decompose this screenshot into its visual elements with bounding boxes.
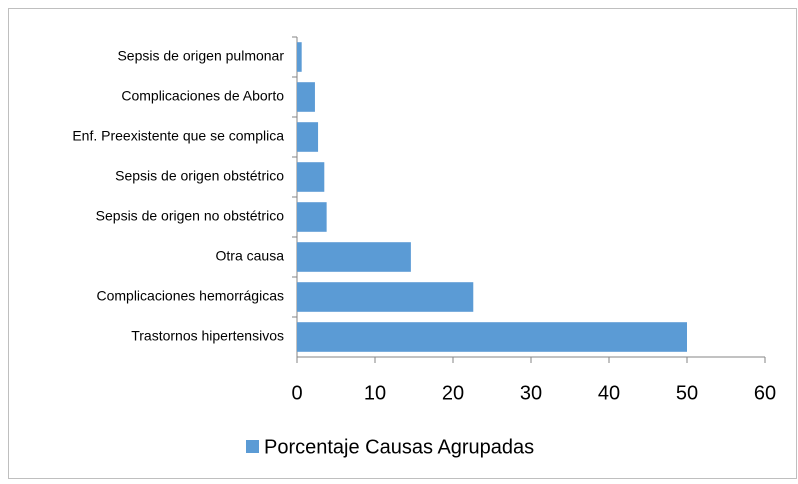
y-tick-label: Sepsis de origen pulmonar [117,48,284,64]
bar [297,42,302,72]
x-tick-label: 20 [442,382,464,404]
x-tick-label: 60 [754,382,776,404]
bar [297,82,315,112]
bar [297,122,319,152]
y-tick-label: Complicaciones hemorrágicas [96,288,284,304]
bar [297,282,474,312]
legend-swatch [246,440,259,453]
y-tick-label: Sepsis de origen obstétrico [115,168,284,184]
bar [297,162,325,192]
y-tick-label: Otra causa [216,248,285,264]
x-tick-label: 0 [291,382,302,404]
legend-label: Porcentaje Causas Agrupadas [264,436,534,458]
x-tick-label: 50 [676,382,698,404]
bar [297,202,327,232]
bar [297,322,687,352]
x-tick-label: 40 [598,382,620,404]
bar [297,242,411,272]
y-tick-label: Complicaciones de Aborto [121,88,284,104]
x-tick-label: 10 [364,382,386,404]
y-tick-label: Trastornos hipertensivos [131,328,284,344]
x-tick-label: 30 [520,382,542,404]
y-tick-label: Enf. Preexistente que se complica [72,128,284,144]
y-tick-label: Sepsis de origen no obstétrico [96,208,285,224]
